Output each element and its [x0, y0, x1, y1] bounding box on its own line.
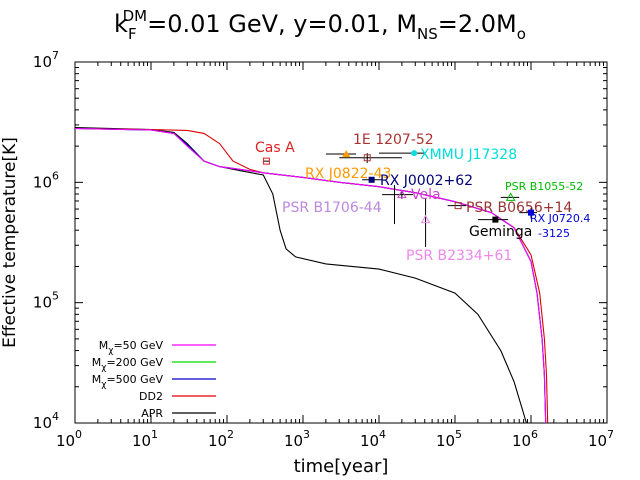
y-tick-label: 104: [33, 410, 59, 432]
observation-label: PSR B1706-44: [282, 200, 382, 216]
observation-cas-a: Cas A: [255, 140, 295, 165]
x-tick-label: 103: [284, 428, 310, 450]
legend-entry: Mχ=200 GeV: [92, 356, 216, 373]
x-tick-label: 105: [436, 428, 462, 450]
observation-rx-j0002-62: RX J0002+62: [362, 173, 473, 189]
observation-label: XMMU J17328: [420, 147, 517, 163]
observation-label: PSR B1055-52: [505, 180, 583, 193]
observation-label: PSR B2334+61: [406, 248, 512, 264]
chart-title: kFDM=0.01 GeV, y=0.01, MNS=2.0Mo: [114, 7, 526, 43]
observation-rx-j0720-4-3125: RX J0720.4 -3125: [519, 208, 590, 240]
legend-label: Mχ=500 GeV: [92, 373, 164, 390]
x-tick-label: 100: [56, 428, 82, 450]
observation-label: Vela: [411, 187, 441, 203]
observation-label: RX J0002+62: [380, 173, 473, 189]
legend-label: Mχ=200 GeV: [92, 356, 164, 373]
observation-label: PSR B0656+14: [466, 200, 572, 216]
axis-ticks: [74, 61, 608, 424]
y-axis-label: Effective temperature[K]: [0, 137, 20, 348]
observation-psr-b0656-14: PSR B0656+14: [447, 200, 572, 216]
y-tick-label: 106: [33, 169, 59, 191]
observation-psr-b1055-52: PSR B1055-52: [500, 180, 583, 201]
observation-label: Geminga: [469, 224, 532, 240]
observation-label: RX J0720.4 -3125: [530, 212, 590, 240]
x-tick-labels: 100 101 102 103 104 105 106 107: [56, 428, 614, 450]
y-tick-label: 105: [33, 290, 59, 312]
y-tick-label: 107: [33, 49, 59, 71]
curve-m50: [74, 127, 547, 424]
legend-label: APR: [141, 407, 163, 420]
observation-rx-j0822-43: RX J0822-43: [305, 149, 391, 182]
x-tick-label: 104: [360, 428, 386, 450]
legend-entry: APR: [141, 407, 216, 420]
x-tick-label: 106: [512, 428, 538, 450]
cooling-curves: [74, 127, 549, 424]
observation-xmmu-j17328: XMMU J17328: [379, 147, 517, 163]
x-tick-label: 107: [588, 428, 614, 450]
observation-psr-b1706-44: PSR B1706-44: [282, 185, 396, 225]
x-tick-label: 101: [132, 428, 158, 450]
legend-label: DD2: [139, 390, 163, 403]
observation-label: 1E 1207-52: [353, 132, 434, 148]
observation-label: Cas A: [255, 140, 295, 156]
legend-label: Mχ=50 GeV: [99, 339, 164, 356]
title-text: kFDM=0.01 GeV, y=0.01, MNS=2.0Mo: [114, 7, 526, 43]
legend-entry: Mχ=500 GeV: [92, 373, 216, 390]
legend-entry: Mχ=50 GeV: [99, 339, 216, 356]
observation-psr-b2334-61: PSR B2334+61: [406, 198, 512, 264]
x-tick-label: 102: [208, 428, 234, 450]
observation-vela: Vela: [382, 187, 441, 203]
x-axis-label: time[year]: [294, 456, 389, 477]
observation-geminga: Geminga: [469, 216, 532, 240]
legend-entry: DD2: [139, 390, 216, 403]
curve-apr: [74, 127, 527, 424]
plot-frame: [74, 61, 608, 424]
y-tick-labels: 104 105 106 107: [33, 49, 59, 432]
observation-1e-1207-52: 1E 1207-52: [339, 132, 434, 163]
